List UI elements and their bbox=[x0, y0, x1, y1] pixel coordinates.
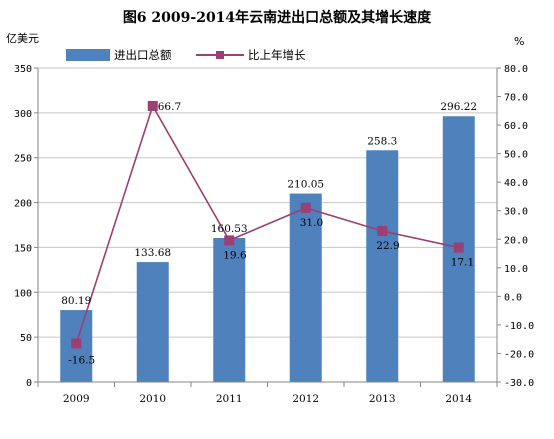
y-left-tick-label: 100 bbox=[14, 288, 32, 299]
y-right-tick-label: 70.0 bbox=[504, 93, 528, 104]
growth-value-label: 66.7 bbox=[158, 101, 181, 113]
y-right-tick-label: 60.0 bbox=[504, 121, 528, 132]
y-right-tick-label: 20.0 bbox=[504, 235, 528, 246]
data-labels: 80.19 133.68 160.53 210.05 258.3 296.22 -16.5 6… bbox=[61, 101, 477, 366]
y-axis-right-unit: % bbox=[514, 35, 524, 48]
chart-title: 图6 2009-2014年云南进出口总额及其增长速度 bbox=[123, 9, 432, 26]
y-right-tick-label: 30.0 bbox=[504, 207, 528, 218]
x-tick-label: 2013 bbox=[369, 393, 396, 405]
y-right-tick-label: 50.0 bbox=[504, 150, 528, 161]
y-left-tick-label: 250 bbox=[14, 154, 32, 165]
x-tick-label: 2011 bbox=[216, 393, 243, 405]
y-right-tick-label: 10.0 bbox=[504, 264, 528, 275]
growth-line bbox=[71, 100, 464, 349]
y-left-tick-label: 0 bbox=[26, 378, 32, 389]
y-left-tick-label: 300 bbox=[14, 109, 32, 120]
bar-value-label: 258.3 bbox=[367, 135, 397, 147]
x-tick-label: 2012 bbox=[292, 393, 319, 405]
y-right-tick-label: 80.0 bbox=[504, 64, 528, 75]
growth-point-2010 bbox=[147, 100, 158, 111]
legend-bar-swatch bbox=[66, 49, 110, 61]
axes: 350 300 250 200 150 100 50 0 80.0 70.0 60.0 50.0 40.… bbox=[14, 64, 534, 405]
bar-value-label: 210.05 bbox=[287, 179, 324, 191]
growth-value-label: 19.6 bbox=[223, 249, 247, 261]
bar-2011 bbox=[213, 237, 246, 382]
y-right-tick-label: -30.0 bbox=[504, 378, 534, 389]
bar-2012 bbox=[289, 193, 322, 382]
bar-2010 bbox=[136, 262, 169, 382]
y-axis-left-unit: 亿美元 bbox=[6, 32, 39, 45]
x-tick-label: 2014 bbox=[445, 393, 472, 405]
growth-point-2013 bbox=[377, 225, 388, 236]
y-right-tick-label: -20.0 bbox=[504, 349, 534, 360]
legend-line-label: 比上年增长 bbox=[248, 48, 306, 62]
growth-value-label: -16.5 bbox=[68, 354, 95, 366]
growth-value-label: 17.1 bbox=[451, 257, 474, 269]
growth-line-path bbox=[75, 103, 459, 344]
legend-bar-label: 进出口总额 bbox=[114, 48, 172, 62]
growth-point-2009 bbox=[71, 338, 82, 349]
y-left-tick-label: 150 bbox=[14, 243, 32, 254]
y-right-tick-label: 40.0 bbox=[504, 178, 528, 189]
x-tick-label: 2010 bbox=[139, 393, 166, 405]
bar-value-label: 133.68 bbox=[134, 247, 171, 259]
legend: 进出口总额 比上年增长 bbox=[66, 48, 306, 62]
growth-point-2012 bbox=[300, 202, 311, 213]
growth-point-2011 bbox=[224, 235, 235, 246]
y-left-tick-label: 50 bbox=[20, 333, 32, 344]
y-right-tick-label: 0.0 bbox=[504, 292, 522, 303]
bar-value-label: 296.22 bbox=[440, 101, 477, 113]
x-tick-label: 2009 bbox=[63, 393, 90, 405]
growth-value-label: 31.0 bbox=[300, 217, 323, 229]
y-left-tick-label: 350 bbox=[14, 64, 32, 75]
growth-point-2014 bbox=[453, 242, 464, 253]
bar-value-label: 80.19 bbox=[61, 295, 91, 307]
growth-value-label: 22.9 bbox=[376, 240, 399, 252]
bars bbox=[60, 116, 475, 382]
bar-2013 bbox=[366, 150, 399, 382]
y-right-tick-label: -10.0 bbox=[504, 321, 534, 332]
legend-line-marker bbox=[216, 51, 224, 59]
y-left-tick-label: 200 bbox=[14, 199, 32, 210]
bar-value-label: 160.53 bbox=[211, 223, 248, 235]
grid bbox=[38, 67, 497, 338]
